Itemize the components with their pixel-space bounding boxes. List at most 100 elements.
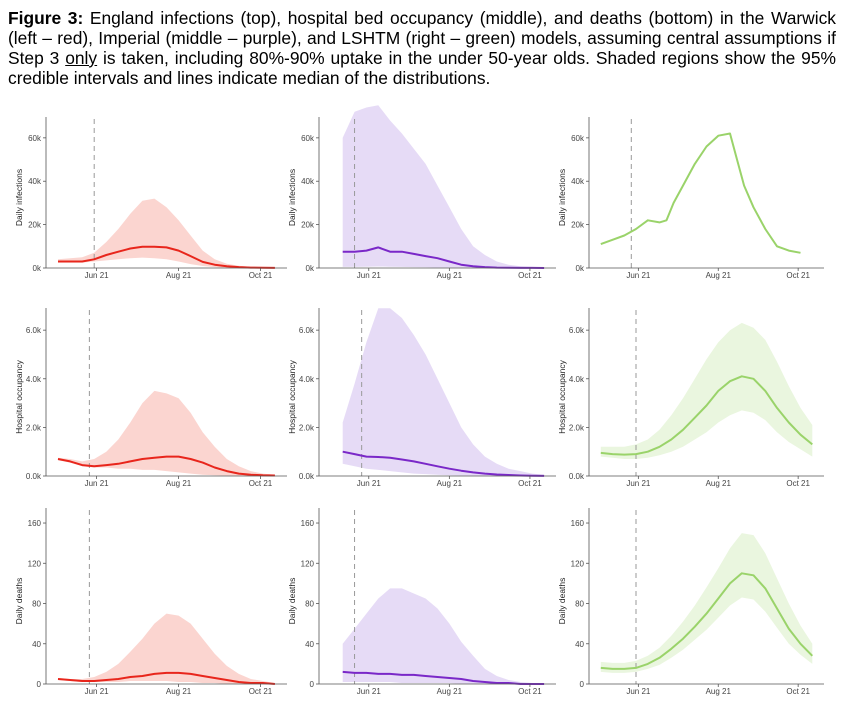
y-tick-label: 40k [301, 177, 315, 186]
y-tick-label: 0k [33, 264, 42, 273]
credible-interval-band [342, 308, 545, 476]
y-tick-label: 20k [28, 221, 42, 230]
credible-interval-band [600, 322, 813, 459]
y-tick-label: 4.0k [299, 375, 315, 384]
panel-imperial-hospital: 0.0k 2.0k 4.0k 6.0k Jun 21 Aug 21 Oct 21 Hospit… [287, 308, 556, 488]
figure-caption: Figure 3: England infections (top), hosp… [8, 8, 836, 88]
credible-interval-band [342, 105, 545, 268]
y-tick-label: 60k [301, 134, 315, 143]
panel-lshtm-deaths: 0 40 80 120 160 Jun 21 Aug 21 Oct 21 Daily death… [557, 508, 824, 696]
x-tick-label: Oct 21 [249, 479, 273, 488]
median-line [342, 670, 545, 685]
y-tick-label: 120 [301, 559, 315, 568]
y-tick-label: 0 [37, 680, 42, 689]
x-tick-label: Aug 21 [437, 687, 463, 696]
x-tick-label: Jun 21 [626, 271, 651, 280]
y-tick-label: 40k [28, 177, 42, 186]
median-line [342, 450, 545, 477]
caption-underlined: only [65, 48, 98, 68]
y-tick-label: 80 [305, 600, 314, 609]
y-tick-label: 4.0k [569, 375, 585, 384]
x-tick-label: Jun 21 [626, 479, 651, 488]
credible-interval-band [58, 390, 275, 476]
y-tick-label: 60k [571, 134, 585, 143]
x-tick-label: Aug 21 [706, 687, 732, 696]
x-tick-label: Oct 21 [518, 687, 542, 696]
x-tick-label: Oct 21 [786, 479, 810, 488]
x-tick-label: Aug 21 [706, 479, 732, 488]
panel-warwick-infections: 0k 20k 40k 60k Jun 21 Aug 21 Oct 21 Daily infec… [14, 117, 287, 280]
x-tick-label: Aug 21 [437, 479, 463, 488]
y-tick-label: 6.0k [299, 326, 315, 335]
y-tick-label: 120 [28, 559, 42, 568]
caption-text-1: England infections (top), hospital bed o… [8, 8, 836, 68]
x-tick-label: Aug 21 [166, 479, 192, 488]
x-tick-label: Jun 21 [626, 687, 651, 696]
panel-imperial-infections: 0k 20k 40k 60k Jun 21 Aug 21 Oct 21 Daily infec… [287, 105, 556, 280]
y-tick-label: 160 [571, 519, 585, 528]
panel-lshtm-infections: 0k 20k 40k 60k Jun 21 Aug 21 Oct 21 Daily infec… [557, 117, 824, 280]
median-line [600, 132, 801, 254]
y-tick-label: 0.0k [26, 472, 42, 481]
x-tick-label: Aug 21 [437, 271, 463, 280]
y-tick-label: 160 [301, 519, 315, 528]
panel-warwick-hospital: 0.0k 2.0k 4.0k 6.0k Jun 21 Aug 21 Oct 21 Hospit… [14, 308, 287, 488]
credible-interval-band [342, 588, 545, 684]
x-tick-label: Oct 21 [249, 687, 273, 696]
panel-imperial-deaths: 0 40 80 120 160 Jun 21 Aug 21 Oct 21 Daily death… [287, 508, 556, 696]
x-tick-label: Aug 21 [166, 271, 192, 280]
x-tick-label: Oct 21 [249, 271, 273, 280]
y-axis-label: Hospital occupancy [557, 359, 567, 433]
caption-label: Figure 3: [8, 8, 84, 28]
x-tick-label: Aug 21 [166, 687, 192, 696]
median-line [58, 245, 275, 269]
x-tick-label: Oct 21 [518, 479, 542, 488]
y-axis-label: Daily infections [287, 169, 297, 226]
y-tick-label: 80 [32, 600, 41, 609]
panel-lshtm-hospital: 0.0k 2.0k 4.0k 6.0k Jun 21 Aug 21 Oct 21 Hospit… [557, 308, 824, 488]
y-tick-label: 2.0k [26, 423, 42, 432]
y-tick-label: 0 [580, 680, 585, 689]
median-line [57, 455, 275, 477]
median-line [600, 572, 814, 670]
y-tick-label: 0k [576, 264, 585, 273]
y-tick-label: 80 [575, 600, 584, 609]
panel-warwick-deaths: 0 40 80 120 160 Jun 21 Aug 21 Oct 21 Daily death… [14, 508, 287, 696]
y-tick-label: 60k [28, 134, 42, 143]
x-tick-label: Oct 21 [518, 271, 542, 280]
y-tick-label: 6.0k [569, 326, 585, 335]
y-axis-label: Hospital occupancy [14, 359, 24, 433]
x-tick-label: Jun 21 [85, 479, 110, 488]
y-tick-label: 40k [571, 177, 585, 186]
x-tick-label: Oct 21 [786, 271, 810, 280]
y-tick-label: 20k [301, 221, 315, 230]
y-axis-label: Daily deaths [287, 578, 297, 625]
y-axis-label: Daily infections [557, 169, 567, 226]
y-tick-label: 4.0k [26, 375, 42, 384]
y-tick-label: 160 [28, 519, 42, 528]
y-tick-label: 0k [306, 264, 315, 273]
y-tick-label: 2.0k [299, 423, 315, 432]
x-tick-label: Jun 21 [357, 271, 382, 280]
y-tick-label: 40 [575, 640, 584, 649]
median-line [57, 671, 275, 685]
y-axis-label: Daily deaths [557, 578, 567, 625]
credible-interval-band [600, 533, 813, 673]
y-tick-label: 2.0k [569, 423, 585, 432]
y-tick-label: 0.0k [299, 472, 315, 481]
x-tick-label: Jun 21 [85, 271, 110, 280]
x-tick-label: Jun 21 [357, 479, 382, 488]
credible-interval-band [58, 198, 275, 268]
y-axis-label: Daily deaths [14, 578, 24, 625]
y-tick-label: 40 [305, 640, 314, 649]
median-line [600, 375, 813, 456]
y-tick-label: 6.0k [26, 326, 42, 335]
x-tick-label: Oct 21 [786, 687, 810, 696]
y-axis-label: Hospital occupancy [287, 359, 297, 433]
y-axis-label: Daily infections [14, 169, 24, 226]
y-tick-label: 0 [310, 680, 315, 689]
x-tick-label: Jun 21 [357, 687, 382, 696]
y-tick-label: 120 [571, 559, 585, 568]
x-tick-label: Aug 21 [706, 271, 732, 280]
